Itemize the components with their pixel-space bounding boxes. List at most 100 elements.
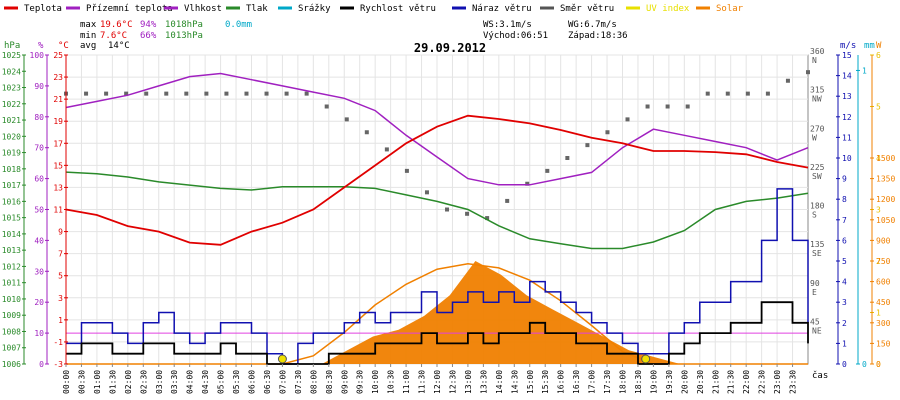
x-tick-label-42: 21:00 (711, 370, 720, 394)
dir-label-4: SW (812, 172, 822, 181)
axis-uv-tick-label-5: 5 (876, 103, 881, 112)
dir-point-6 (184, 91, 189, 96)
stat-rain: 0.0mm (225, 20, 252, 30)
dir-point-19 (445, 207, 450, 212)
legend: Teplota Přízemní teplota Vlhkost Tlak Srážky… (4, 4, 744, 14)
x-tick-label-28: 14:00 (495, 370, 504, 394)
legend-label-dir: Směr větru (560, 4, 614, 14)
axis-hum-tick-label-3: 30 (34, 267, 44, 276)
dir-point-12 (304, 91, 309, 96)
axis-temp-tick-label-3: 3 (58, 294, 63, 303)
dir-point-21 (485, 216, 490, 221)
axis-wind-tick-label-9: 9 (842, 175, 847, 184)
axis-solar-tick-label-3: 450 (876, 298, 891, 307)
stat-max-hum: 94% (140, 20, 157, 30)
axes: 1006100710081009101010111012101310141015… (2, 47, 896, 394)
axis-wind-tick-label-1: 1 (842, 339, 847, 348)
x-tick-label-27: 13:30 (479, 370, 488, 394)
x-tick-label-2: 01:00 (93, 370, 102, 394)
axis-temp-tick-label-5: 7 (58, 250, 63, 259)
legend-label-uv: UV index (646, 4, 690, 14)
x-tick-label-5: 02:30 (139, 370, 148, 394)
axis-press-tick-label-2: 1008 (2, 327, 21, 336)
axis-solar-tick-label-10: 1500 (876, 154, 895, 163)
axis-wind-tick-label-14: 14 (842, 72, 852, 81)
axis-rain-tick-label-0: 0 (862, 360, 867, 369)
axis-solar-tick-label-0: 0 (876, 360, 881, 369)
x-tick-label-3: 01:30 (108, 370, 117, 394)
axis-press-tick-label-1: 1007 (2, 344, 21, 353)
axis-uv-tick-label-2: 2 (876, 257, 881, 266)
axis-wind-tick-label-7: 7 (842, 216, 847, 225)
x-tick-label-17: 08:30 (325, 370, 334, 394)
stat-min-press: 1013hPa (165, 31, 203, 41)
axis-temp-tick-label-2: 1 (58, 316, 63, 325)
dir-point-32 (705, 91, 710, 96)
dir-degree-2: 135 (810, 240, 825, 249)
dir-point-14 (344, 117, 349, 122)
axis-temp-tick-label-10: 17 (53, 139, 63, 148)
x-tick-label-14: 07:00 (278, 370, 287, 394)
axis-wind-tick-label-11: 11 (842, 133, 852, 142)
x-tick-label-47: 23:30 (789, 370, 798, 394)
x-tick-label-10: 05:00 (217, 370, 226, 394)
dir-point-37 (806, 70, 810, 75)
series-temperature (65, 114, 809, 246)
axis-wind-tick-label-6: 6 (842, 236, 847, 245)
x-tick-label-31: 15:30 (541, 370, 550, 394)
x-tick-label-40: 20:00 (680, 370, 689, 394)
axis-wind-tick-label-10: 10 (842, 154, 852, 163)
x-tick-label-32: 16:00 (557, 370, 566, 394)
unit-solar: W (876, 41, 882, 51)
x-tick-label-16: 08:00 (309, 370, 318, 394)
chart-title: 29.09.2012 (414, 41, 486, 55)
axis-press-tick-label-5: 1011 (2, 279, 21, 288)
axis-wind-tick-label-0: 0 (842, 360, 847, 369)
dir-point-23 (525, 181, 530, 186)
dir-point-15 (364, 130, 369, 135)
x-tick-label-26: 13:00 (464, 370, 473, 394)
axis-solar-tick-label-8: 1200 (876, 195, 895, 204)
dir-degree-5: 270 (810, 124, 825, 133)
x-tick-label-8: 04:00 (186, 370, 195, 394)
axis-uv-tick-label-1: 1 (876, 309, 881, 318)
dir-point-27 (605, 130, 610, 135)
x-tick-label-43: 21:30 (727, 370, 736, 394)
axis-hum-tick-label-0: 0 (39, 360, 44, 369)
x-tick-label-39: 19:30 (665, 370, 674, 394)
legend-label-temp: Teplota (24, 4, 62, 14)
series-wind (66, 301, 809, 365)
x-tick-label-44: 22:00 (742, 370, 751, 394)
axis-uv-tick-label-3: 3 (876, 206, 881, 215)
x-tick-label-0: 00:00 (62, 370, 71, 394)
legend-label-hum: Vlhkost (184, 4, 222, 14)
legend-label-gust: Náraz větru (472, 4, 532, 14)
x-tick-label-38: 19:00 (649, 370, 658, 394)
x-tick-label-20: 10:00 (371, 370, 380, 394)
axis-wind-tick-label-2: 2 (842, 319, 847, 328)
axis-wind-tick-label-4: 4 (842, 278, 847, 287)
dir-point-5 (164, 91, 169, 96)
stat-sunrise: Východ:06:51 (483, 31, 548, 41)
axis-solar-tick-label-7: 1050 (876, 216, 895, 225)
legend-label-wind: Rychlost větru (360, 4, 436, 14)
axis-press-tick-label-7: 1013 (2, 246, 21, 255)
axis-temp-tick-label-6: 9 (58, 228, 63, 237)
stat-ws: WS:3.1m/s (483, 20, 532, 30)
x-tick-label-9: 04:30 (201, 370, 210, 394)
dir-degree-6: 315 (810, 86, 825, 95)
axis-wind-tick-label-13: 13 (842, 92, 852, 101)
x-tick-label-29: 14:30 (510, 370, 519, 394)
x-tick-label-7: 03:30 (170, 370, 179, 394)
x-tick-label-4: 02:00 (124, 370, 133, 394)
axis-press-tick-label-0: 1006 (2, 360, 21, 369)
dir-degree-0: 45 (810, 317, 820, 326)
axis-hum-tick-label-6: 60 (34, 175, 44, 184)
axis-press-tick-label-9: 1015 (2, 214, 21, 223)
dir-point-18 (424, 190, 429, 195)
x-tick-label-30: 15:00 (526, 370, 535, 394)
axis-press-tick-label-10: 1016 (2, 197, 21, 206)
axis-uv-tick-label-4: 4 (876, 154, 881, 163)
dir-point-9 (244, 91, 249, 96)
